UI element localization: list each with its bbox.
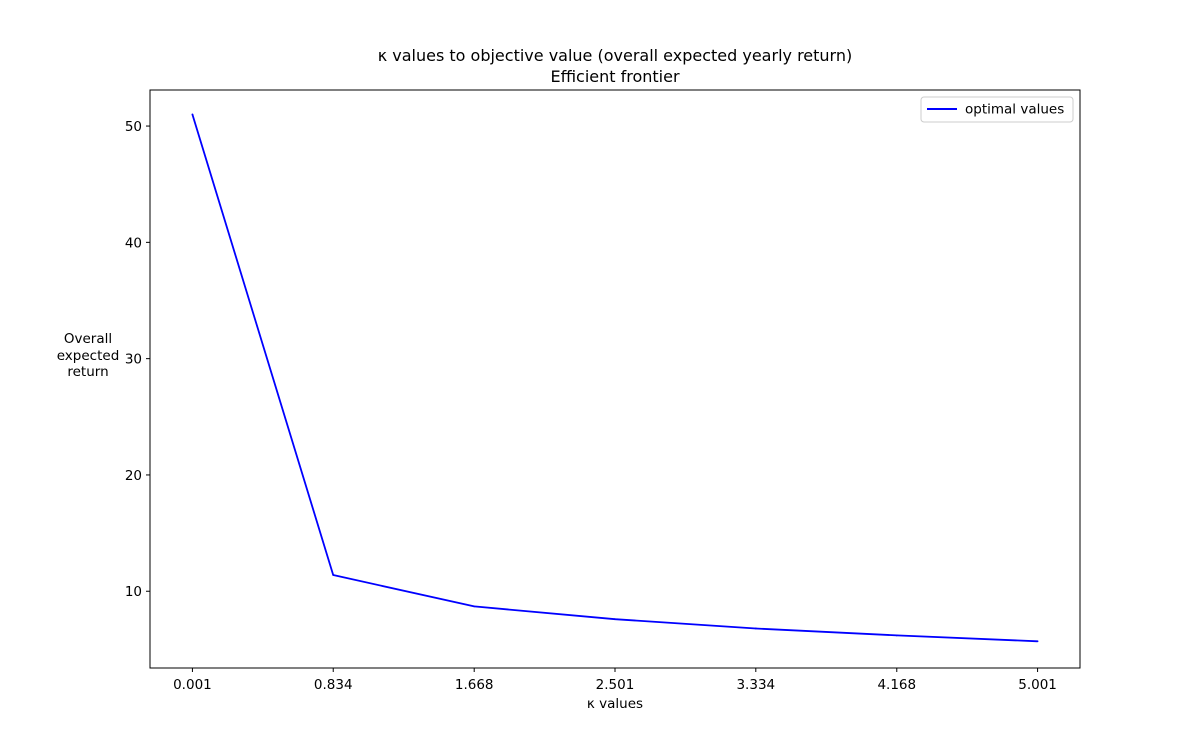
y-axis-label-line: Overall <box>64 331 112 347</box>
x-tick-label: 2.501 <box>596 677 635 693</box>
x-tick-label: 0.834 <box>314 677 353 693</box>
y-axis-label-line: return <box>67 364 108 380</box>
x-tick-label: 0.001 <box>173 677 212 693</box>
y-axis-label: Overall expected return <box>57 331 120 380</box>
data-point <box>754 627 757 630</box>
y-axis-label-line: expected <box>57 348 120 364</box>
x-tick-label: 3.334 <box>736 677 775 693</box>
data-point <box>332 574 335 576</box>
x-tick-label: 4.168 <box>877 677 916 693</box>
x-tick-label: 1.668 <box>455 677 494 693</box>
y-axis-ticks: 10 20 30 40 50 <box>125 119 150 600</box>
legend: optimal values <box>920 96 1074 123</box>
chart-subtitle: Efficient frontier <box>550 67 680 86</box>
data-point <box>614 618 616 621</box>
data-point <box>895 634 898 637</box>
y-tick-label: 20 <box>125 468 142 484</box>
plot-frame <box>149 89 1081 669</box>
data-point <box>191 113 194 116</box>
x-tick-label: 5.001 <box>1018 677 1057 693</box>
y-tick-label: 50 <box>125 119 142 135</box>
legend-entry-label: optimal values <box>965 102 1064 118</box>
chart-title: κ values to objective value (overall exp… <box>378 46 852 65</box>
x-axis-ticks: 0.001 0.834 1.668 2.501 3.334 4.168 5.001 <box>173 668 1057 693</box>
x-axis-label: κ values <box>587 696 643 712</box>
y-tick-label: 40 <box>125 235 142 251</box>
data-point <box>1036 640 1039 643</box>
y-tick-label: 10 <box>125 584 142 600</box>
y-tick-label: 30 <box>125 352 142 368</box>
series-layer <box>191 113 1039 643</box>
data-point <box>473 605 476 608</box>
legend-box <box>920 96 1074 123</box>
